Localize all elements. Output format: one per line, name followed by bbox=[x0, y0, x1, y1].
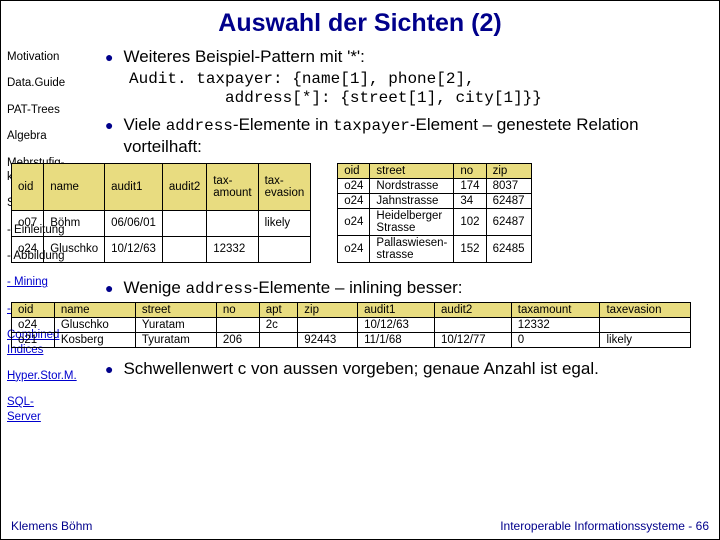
table-row: o24Jahnstrasse3462487 bbox=[338, 193, 531, 208]
footer-left: Klemens Böhm bbox=[11, 519, 92, 533]
table-row: o21KosbergTyuratam2069244311/1/6810/12/7… bbox=[12, 332, 691, 347]
col-header: oid bbox=[12, 163, 44, 210]
bullet-3-text: Wenige address-Elemente – inlining besse… bbox=[123, 277, 705, 299]
col-header: audit2 bbox=[434, 302, 511, 317]
footer-right: Interoperable Informationssysteme - 66 bbox=[500, 519, 709, 533]
sidebar: MotivationData.GuidePAT-TreesAlgebraMehr… bbox=[1, 44, 101, 506]
sidebar-item: Motivation bbox=[7, 50, 97, 64]
bullet-2: ● Viele address-Elemente in taxpayer-Ele… bbox=[105, 114, 705, 157]
bullet-4-text: Schwellenwert c von aussen vorgeben; gen… bbox=[123, 358, 705, 379]
bullet-icon: ● bbox=[105, 277, 113, 299]
col-header: taxamount bbox=[511, 302, 600, 317]
layout: MotivationData.GuidePAT-TreesAlgebraMehr… bbox=[1, 44, 719, 506]
bullet-1-text: Weiteres Beispiel-Pattern mit '*': bbox=[123, 46, 705, 67]
footer: Klemens Böhm Interoperable Informationss… bbox=[1, 519, 719, 533]
table-row: o24Heidelberger Strasse10262487 bbox=[338, 208, 531, 235]
col-header: street bbox=[135, 302, 216, 317]
col-header: audit1 bbox=[105, 163, 163, 210]
slide-title: Auswahl der Sichten (2) bbox=[1, 1, 719, 44]
col-header: no bbox=[454, 163, 486, 178]
bullet-1: ● Weiteres Beispiel-Pattern mit '*': bbox=[105, 46, 705, 68]
col-header: taxevasion bbox=[600, 302, 691, 317]
col-header: tax- evasion bbox=[258, 163, 311, 210]
col-header: oid bbox=[338, 163, 370, 178]
table-a: oidnameaudit1audit2tax- amounttax- evasi… bbox=[11, 163, 311, 263]
col-header: zip bbox=[486, 163, 531, 178]
sidebar-item: PAT-Trees bbox=[7, 103, 97, 117]
bullet-4: ● Schwellenwert c von aussen vorgeben; g… bbox=[105, 358, 705, 380]
nested-tables: oidnameaudit1audit2tax- amounttax- evasi… bbox=[11, 160, 705, 269]
col-header: audit2 bbox=[162, 163, 206, 210]
col-header: zip bbox=[298, 302, 358, 317]
bullet-icon: ● bbox=[105, 46, 113, 68]
bullet-2-text: Viele address-Elemente in taxpayer-Eleme… bbox=[123, 114, 705, 157]
col-header: apt bbox=[259, 302, 298, 317]
table-row: o07Böhm06/06/01likely bbox=[12, 210, 311, 236]
table-row: o24Gluschko10/12/6312332 bbox=[12, 236, 311, 262]
bullet-3: ● Wenige address-Elemente – inlining bes… bbox=[105, 277, 705, 299]
sidebar-item: Algebra bbox=[7, 129, 97, 143]
content: ● Weiteres Beispiel-Pattern mit '*': Aud… bbox=[101, 44, 719, 506]
table-row: o24GluschkoYuratam2c10/12/6312332 bbox=[12, 317, 691, 332]
sidebar-item: Data.Guide bbox=[7, 76, 97, 90]
table-c: oidnamestreetnoaptzipaudit1audit2taxamou… bbox=[11, 302, 691, 348]
col-header: audit1 bbox=[358, 302, 435, 317]
bullet-1-code: Audit. taxpayer: {name[1], phone[2], add… bbox=[129, 70, 705, 108]
table-row: o24Nordstrasse1748037 bbox=[338, 178, 531, 193]
sidebar-item[interactable]: SQL- Server bbox=[7, 395, 97, 424]
table-b: oidstreetnozipo24Nordstrasse1748037o24Ja… bbox=[337, 163, 531, 263]
sidebar-item[interactable]: - Mining bbox=[7, 275, 97, 289]
col-header: no bbox=[216, 302, 259, 317]
bullet-icon: ● bbox=[105, 358, 113, 380]
col-header: name bbox=[44, 163, 105, 210]
table-row: o24Pallaswiesen- strasse15262485 bbox=[338, 235, 531, 262]
col-header: street bbox=[370, 163, 454, 178]
bullet-icon: ● bbox=[105, 114, 113, 136]
col-header: tax- amount bbox=[207, 163, 258, 210]
col-header: oid bbox=[12, 302, 55, 317]
col-header: name bbox=[54, 302, 135, 317]
sidebar-item[interactable]: Hyper.Stor.M. bbox=[7, 369, 97, 383]
